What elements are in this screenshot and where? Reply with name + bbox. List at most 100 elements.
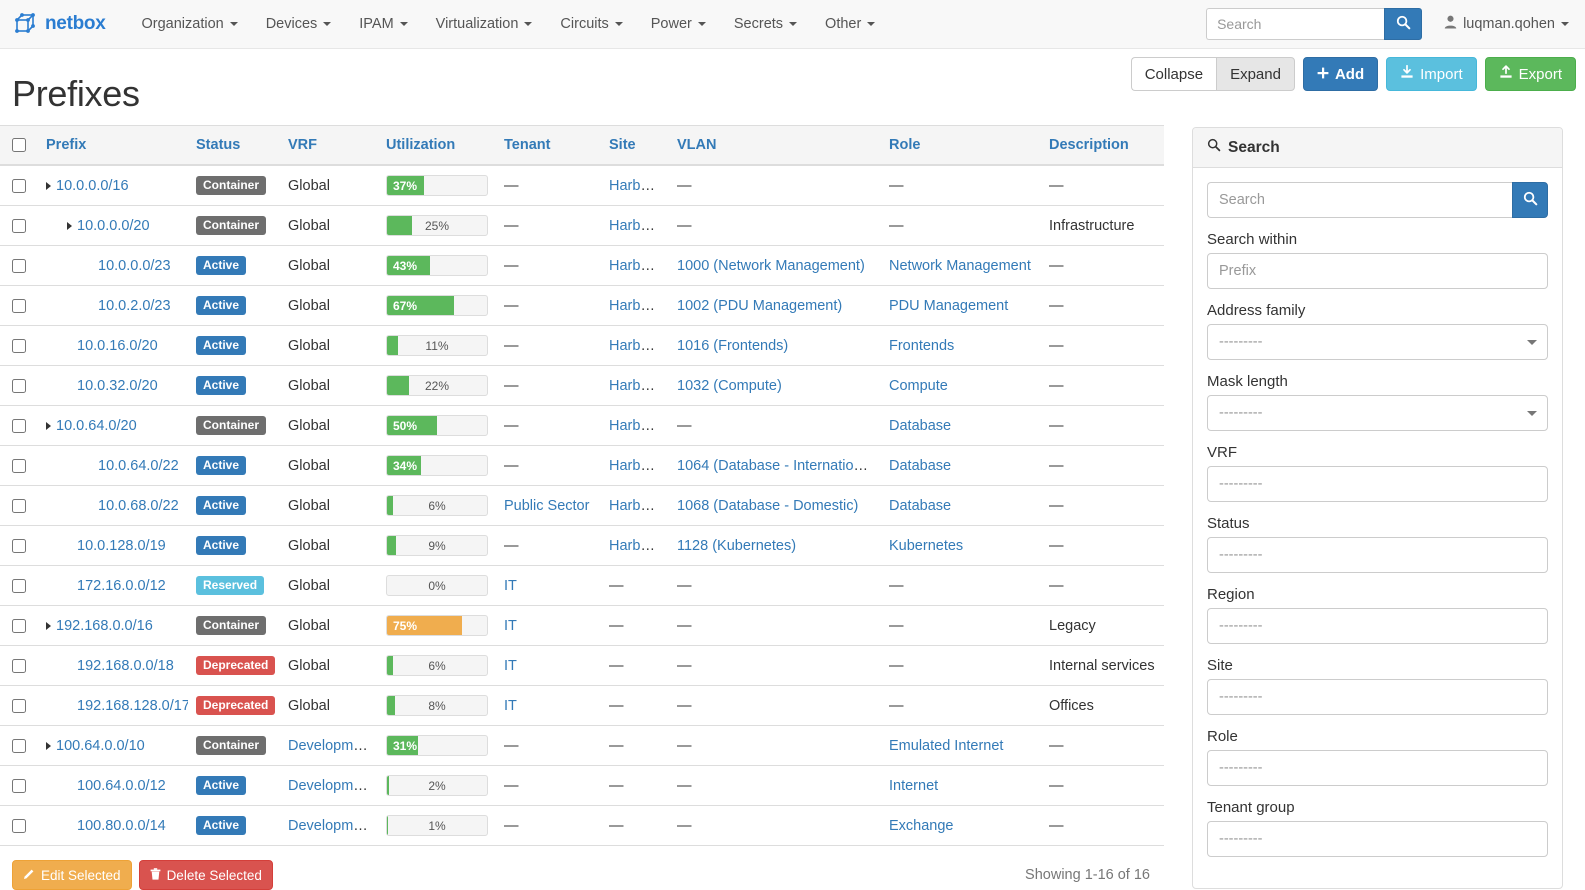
column-header-tenant[interactable]: Tenant bbox=[496, 125, 601, 166]
site-link[interactable]: Harbour bbox=[609, 217, 662, 234]
prefix-link[interactable]: 192.168.128.0/17 bbox=[77, 697, 188, 714]
expand-caret-icon[interactable] bbox=[46, 421, 51, 430]
tenant-link[interactable]: IT bbox=[504, 577, 517, 594]
column-header-site[interactable]: Site bbox=[601, 125, 669, 166]
row-select-checkbox[interactable] bbox=[12, 298, 26, 313]
edit-selected-button[interactable]: Edit Selected bbox=[12, 860, 132, 890]
row-select-checkbox[interactable] bbox=[12, 338, 26, 353]
tenant-link[interactable]: IT bbox=[504, 657, 517, 674]
prefix-link[interactable]: 10.0.68.0/22 bbox=[98, 497, 179, 514]
panel-search-button[interactable] bbox=[1512, 182, 1548, 218]
role-link[interactable]: Network Management bbox=[889, 257, 1031, 274]
prefix-link[interactable]: 100.64.0.0/12 bbox=[77, 777, 166, 794]
site-link[interactable]: Harbour bbox=[609, 457, 662, 474]
column-header-status[interactable]: Status bbox=[188, 125, 280, 166]
role-link[interactable]: Frontends bbox=[889, 337, 955, 354]
filter-select-mask-length[interactable] bbox=[1207, 395, 1548, 431]
column-header-description[interactable]: Description bbox=[1041, 125, 1164, 166]
site-link[interactable]: Harbour bbox=[609, 337, 662, 354]
vlan-link[interactable]: 1068 (Database - Domestic) bbox=[677, 497, 859, 514]
row-select-checkbox[interactable] bbox=[12, 738, 26, 753]
vrf-link[interactable]: Development bbox=[288, 777, 374, 794]
filter-input-tenant-group[interactable] bbox=[1207, 821, 1548, 857]
vrf-link[interactable]: Development bbox=[288, 817, 374, 834]
add-button[interactable]: Add bbox=[1302, 57, 1379, 91]
panel-search-input[interactable] bbox=[1207, 182, 1513, 218]
tenant-link[interactable]: IT bbox=[504, 697, 517, 714]
column-header-prefix[interactable]: Prefix bbox=[38, 125, 188, 166]
nav-item-circuits[interactable]: Circuits bbox=[546, 8, 636, 40]
collapse-button[interactable]: Collapse bbox=[1130, 57, 1217, 91]
vlan-link[interactable]: 1016 (Frontends) bbox=[677, 337, 789, 354]
prefix-link[interactable]: 192.168.0.0/18 bbox=[77, 657, 174, 674]
row-select-checkbox[interactable] bbox=[12, 418, 26, 433]
global-search-button[interactable] bbox=[1384, 8, 1423, 40]
role-link[interactable]: Database bbox=[889, 457, 952, 474]
role-link[interactable]: Exchange bbox=[889, 817, 954, 834]
expand-button[interactable]: Expand bbox=[1216, 57, 1295, 91]
role-link[interactable]: Emulated Internet bbox=[889, 737, 1004, 754]
nav-item-power[interactable]: Power bbox=[637, 8, 720, 40]
column-header-utilization[interactable]: Utilization bbox=[378, 125, 496, 166]
row-select-checkbox[interactable] bbox=[12, 778, 26, 793]
row-select-checkbox[interactable] bbox=[12, 658, 26, 673]
filter-input-vrf[interactable] bbox=[1207, 466, 1548, 502]
filter-select-address-family[interactable] bbox=[1207, 324, 1548, 360]
prefix-link[interactable]: 10.0.16.0/20 bbox=[77, 337, 158, 354]
row-select-checkbox[interactable] bbox=[12, 178, 26, 193]
prefix-link[interactable]: 10.0.128.0/19 bbox=[77, 537, 166, 554]
prefix-link[interactable]: 172.16.0.0/12 bbox=[77, 577, 166, 594]
prefix-link[interactable]: 10.0.0.0/23 bbox=[98, 257, 171, 274]
row-select-checkbox[interactable] bbox=[12, 618, 26, 633]
vlan-link[interactable]: 1002 (PDU Management) bbox=[677, 297, 843, 314]
vlan-link[interactable]: 1000 (Network Management) bbox=[677, 257, 865, 274]
row-select-checkbox[interactable] bbox=[12, 538, 26, 553]
prefix-link[interactable]: 100.80.0.0/14 bbox=[77, 817, 166, 834]
user-menu[interactable]: luqman.qohen bbox=[1444, 15, 1569, 33]
prefix-link[interactable]: 10.0.0.0/20 bbox=[77, 217, 150, 234]
select-all-checkbox[interactable] bbox=[12, 138, 26, 153]
filter-input-site[interactable] bbox=[1207, 679, 1548, 715]
tenant-link[interactable]: Public Sector bbox=[504, 497, 590, 514]
row-select-checkbox[interactable] bbox=[12, 378, 26, 393]
nav-item-devices[interactable]: Devices bbox=[252, 8, 346, 40]
row-select-checkbox[interactable] bbox=[12, 818, 26, 833]
prefix-link[interactable]: 10.0.64.0/20 bbox=[56, 417, 137, 434]
column-header-vrf[interactable]: VRF bbox=[280, 125, 378, 166]
role-link[interactable]: PDU Management bbox=[889, 297, 1009, 314]
prefix-link[interactable]: 100.64.0.0/10 bbox=[56, 737, 145, 754]
role-link[interactable]: Compute bbox=[889, 377, 948, 394]
export-button[interactable]: Export bbox=[1484, 57, 1576, 91]
filter-input-status[interactable] bbox=[1207, 537, 1548, 573]
site-link[interactable]: Harbour bbox=[609, 177, 662, 194]
prefix-link[interactable]: 10.0.2.0/23 bbox=[98, 297, 171, 314]
expand-caret-icon[interactable] bbox=[67, 221, 72, 230]
column-header-vlan[interactable]: VLAN bbox=[669, 125, 881, 166]
role-link[interactable]: Database bbox=[889, 417, 952, 434]
vlan-link[interactable]: 1064 (Database - International) bbox=[677, 457, 878, 474]
expand-caret-icon[interactable] bbox=[46, 181, 51, 190]
row-select-checkbox[interactable] bbox=[12, 218, 26, 233]
site-link[interactable]: Harbour bbox=[609, 297, 662, 314]
expand-caret-icon[interactable] bbox=[46, 741, 51, 750]
role-link[interactable]: Kubernetes bbox=[889, 537, 964, 554]
nav-item-virtualization[interactable]: Virtualization bbox=[422, 8, 547, 40]
prefix-link[interactable]: 10.0.0.0/16 bbox=[56, 177, 129, 194]
site-link[interactable]: Harbour bbox=[609, 497, 662, 514]
brand-logo-link[interactable]: netbox bbox=[12, 11, 106, 37]
import-button[interactable]: Import bbox=[1386, 57, 1477, 91]
filter-input-role[interactable] bbox=[1207, 750, 1548, 786]
vlan-link[interactable]: 1128 (Kubernetes) bbox=[677, 537, 797, 554]
site-link[interactable]: Harbour bbox=[609, 377, 662, 394]
row-select-checkbox[interactable] bbox=[12, 578, 26, 593]
row-select-checkbox[interactable] bbox=[12, 498, 26, 513]
prefix-link[interactable]: 10.0.64.0/22 bbox=[98, 457, 179, 474]
row-select-checkbox[interactable] bbox=[12, 258, 26, 273]
row-select-checkbox[interactable] bbox=[12, 698, 26, 713]
expand-caret-icon[interactable] bbox=[46, 621, 51, 630]
prefix-link[interactable]: 10.0.32.0/20 bbox=[77, 377, 158, 394]
site-link[interactable]: Harbour bbox=[609, 537, 662, 554]
nav-item-organization[interactable]: Organization bbox=[127, 8, 251, 40]
site-link[interactable]: Harbour bbox=[609, 257, 662, 274]
column-header-role[interactable]: Role bbox=[881, 125, 1041, 166]
